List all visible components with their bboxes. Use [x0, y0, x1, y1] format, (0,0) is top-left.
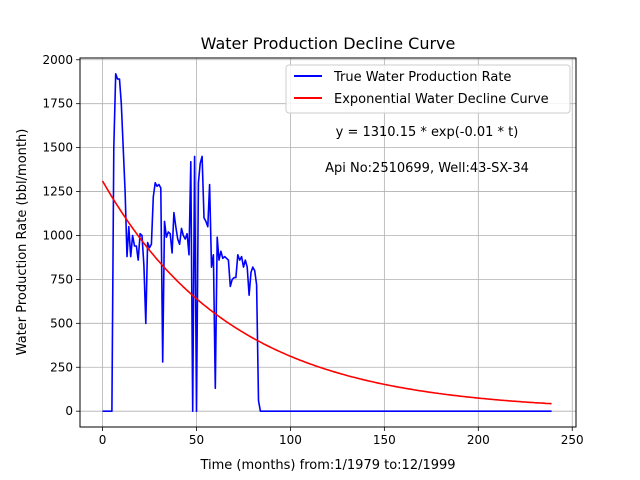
x-tick-label: 0	[99, 433, 107, 447]
legend-label-decline-curve: Exponential Water Decline Curve	[334, 92, 549, 107]
y-tick-label: 1750	[42, 97, 73, 111]
x-tick-label: 100	[279, 433, 302, 447]
y-tick-label: 1250	[42, 185, 73, 199]
legend-label-true-rate: True Water Production Rate	[333, 70, 511, 85]
x-axis-label: Time (months) from:1/1979 to:12/1999	[199, 458, 455, 473]
y-tick-label: 1000	[42, 228, 73, 242]
y-axis-label: Water Production Rate (bbl/month)	[15, 129, 30, 356]
y-tick-label: 750	[50, 272, 73, 286]
well-annotation: Api No:2510699, Well:43-SX-34	[325, 161, 529, 176]
y-tick-label: 0	[65, 404, 73, 418]
x-tick-label: 50	[189, 433, 204, 447]
axis-ticks: 0 50 100 150 200 250 0 250 500 750 1000 1250 1500 175…	[42, 53, 583, 447]
y-tick-label: 250	[50, 360, 73, 374]
series-layer	[101, 73, 552, 413]
x-tick-label: 200	[467, 433, 490, 447]
x-tick-label: 250	[561, 433, 584, 447]
x-tick-label: 150	[373, 433, 396, 447]
legend: True Water Production Rate Exponential W…	[285, 64, 571, 114]
legend-box	[285, 64, 571, 114]
equation-annotation: y = 1310.15 * exp(-0.01 * t)	[336, 125, 519, 140]
chart-title: Water Production Decline Curve	[201, 34, 456, 53]
series-line-true-rate	[102, 73, 552, 413]
y-tick-label: 1500	[42, 141, 73, 155]
series-line-decline-curve	[101, 180, 552, 405]
plot-frame	[79, 57, 577, 428]
y-tick-label: 2000	[42, 53, 73, 67]
y-tick-label: 500	[50, 316, 73, 330]
